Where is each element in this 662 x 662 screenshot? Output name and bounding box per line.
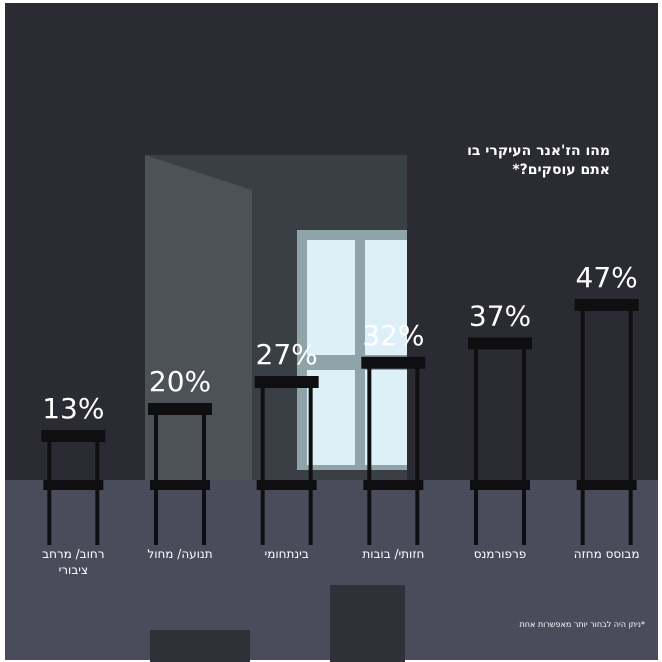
value-label: 20% <box>149 365 211 398</box>
chair-leg <box>474 490 478 545</box>
chair-leg <box>260 490 265 545</box>
chart-title: מהו הז'אנר העיקרי בו אתם עוסקים?* <box>467 143 610 178</box>
value-label: 27% <box>256 338 318 371</box>
bar <box>41 429 106 480</box>
chair-seat <box>363 480 424 490</box>
value-label: 37% <box>469 300 531 333</box>
footnote: *ניתן היה לבחור יותר מאפשרות אחת <box>519 620 645 629</box>
fallen-chair <box>150 630 250 662</box>
category-label: בינתחומי <box>264 547 309 561</box>
value-label: 47% <box>576 261 638 294</box>
bar <box>361 356 426 480</box>
window-pane <box>307 240 355 355</box>
chair-leg <box>47 490 52 545</box>
chair-seat <box>150 480 210 490</box>
chair-leg <box>95 490 100 545</box>
window-pane <box>365 240 407 355</box>
bar <box>468 337 532 480</box>
chair-leg <box>522 490 526 545</box>
chair-leg <box>580 490 585 545</box>
bar <box>148 403 212 480</box>
bar <box>254 376 319 480</box>
category-label: תנועה/ מחול <box>147 547 213 561</box>
chair-seat <box>256 480 317 490</box>
window-pane <box>365 370 407 465</box>
chair-leg <box>154 490 158 545</box>
category-label: מבוסס מחזה <box>573 547 640 561</box>
chair-leg <box>628 490 633 545</box>
value-label: 32% <box>362 319 424 352</box>
category-label: רחוב/ מרחב ציבורי <box>42 547 105 577</box>
chair-leg <box>202 490 206 545</box>
value-label: 13% <box>42 392 104 425</box>
category-label: חזותי/ בובות <box>362 547 425 561</box>
category-label: פרפורמנס <box>473 547 527 561</box>
bar <box>574 299 639 480</box>
chair-leg <box>308 490 313 545</box>
chair-leg <box>367 490 372 545</box>
chair-seat <box>470 480 530 490</box>
chair-leg <box>415 490 420 545</box>
chair-seat <box>43 480 104 490</box>
chair-seat <box>576 480 637 490</box>
fallen-chair <box>330 585 405 662</box>
door <box>145 155 252 480</box>
